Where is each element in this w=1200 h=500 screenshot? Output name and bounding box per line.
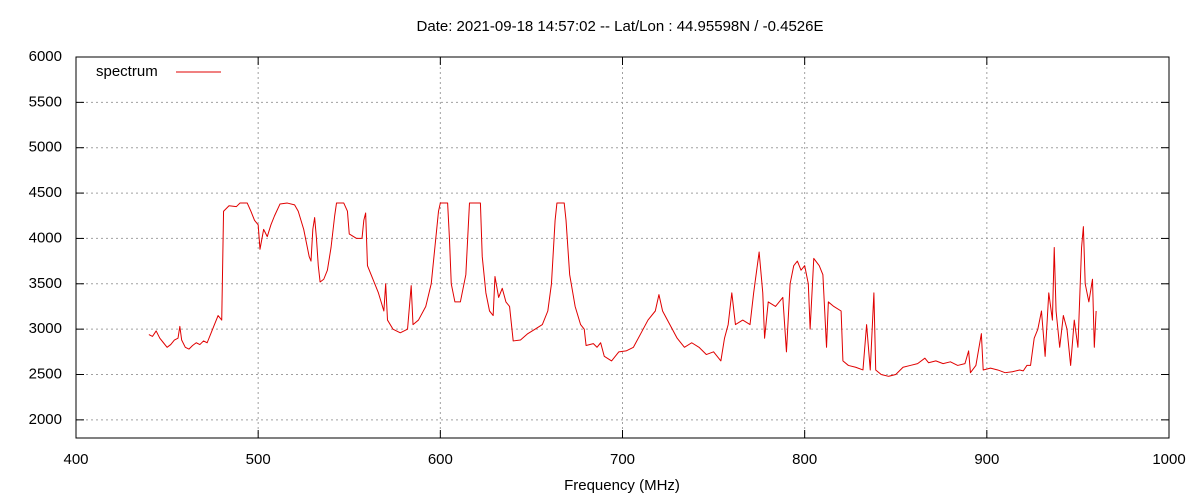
x-tick-label: 800 (792, 451, 817, 468)
x-axis-label: Frequency (MHz) (564, 477, 680, 494)
x-tick-label: 1000 (1152, 451, 1185, 468)
chart-title: Date: 2021-09-18 14:57:02 -- Lat/Lon : 4… (417, 18, 824, 35)
x-tick-label: 600 (428, 451, 453, 468)
x-tick-label: 700 (610, 451, 635, 468)
x-tick-label: 900 (974, 451, 999, 468)
legend-label: spectrum (96, 63, 158, 80)
x-tick-label: 500 (246, 451, 271, 468)
x-tick-label: 400 (63, 451, 88, 468)
y-tick-label: 5500 (29, 93, 62, 110)
y-tick-label: 6000 (29, 48, 62, 65)
y-tick-label: 3000 (29, 320, 62, 337)
y-tick-label: 5000 (29, 139, 62, 156)
y-tick-label: 3500 (29, 275, 62, 292)
line-series (148, 202, 1097, 377)
plot-frame (75, 56, 1170, 439)
y-tick-label: 2500 (29, 365, 62, 382)
y-tick-label: 4000 (29, 229, 62, 246)
y-tick-label: 4500 (29, 184, 62, 201)
y-tick-label: 2000 (29, 411, 62, 428)
